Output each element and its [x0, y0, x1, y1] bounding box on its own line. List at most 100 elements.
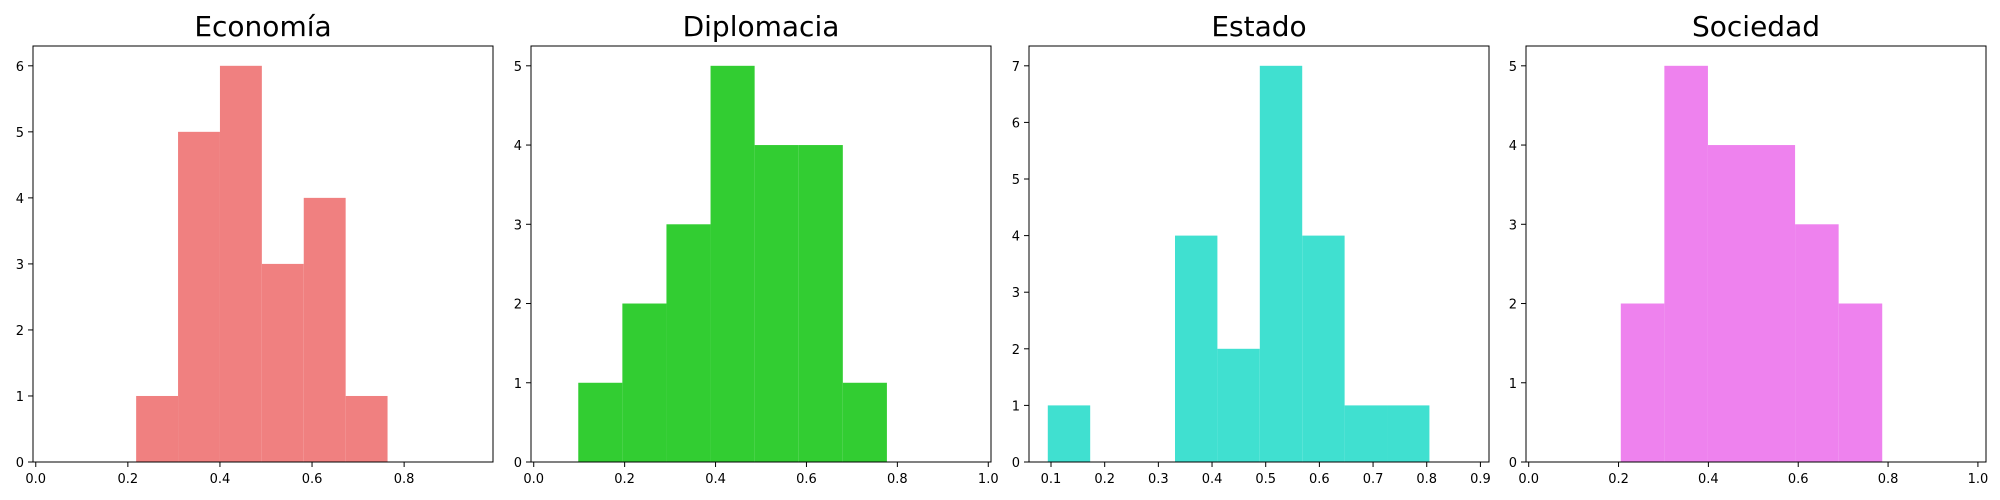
bars-group	[1620, 65, 1883, 463]
x-tick-label: 0.4	[1698, 472, 1719, 487]
histogram-bar	[136, 395, 179, 462]
panel-economia: Economía 0.0 0.2 0.4 0.6 0.8 0 1 2 3 4 5 6	[16, 10, 494, 487]
histogram-bar	[1259, 65, 1303, 462]
x-tick-label: 0.6	[1309, 472, 1330, 487]
x-tick-label: 0.3	[1148, 472, 1169, 487]
y-tick-label: 3	[1012, 286, 1020, 301]
y-tick-label: 3	[1509, 218, 1517, 233]
histogram-bar	[1795, 224, 1839, 462]
x-tick-label: 0.0	[523, 472, 544, 487]
y-tick-label: 3	[514, 218, 522, 233]
y-tick-label: 5	[1509, 60, 1517, 75]
histogram-bar	[842, 382, 887, 462]
x-tick-label: 0.2	[1094, 472, 1115, 487]
y-tick-label: 4	[1509, 139, 1517, 154]
histogram-bar	[578, 382, 623, 462]
histogram-bar	[798, 145, 843, 463]
y-tick-label: 2	[1012, 343, 1020, 358]
panel-estado: Estado 0.1 0.2 0.3 0.4 0.5 0.6 0.7 0.8 0.9 0 1 2 3 4 5…	[1012, 10, 1491, 487]
y-tick-label: 5	[16, 126, 24, 141]
bars-group	[578, 65, 887, 463]
y-tick-label: 6	[16, 60, 24, 75]
ticks-group: 0.0 0.2 0.4 0.6 0.8 0 1 2 3 4 5 6	[16, 60, 415, 487]
x-tick-label: 0.0	[1518, 472, 1539, 487]
y-tick-label: 7	[1012, 60, 1020, 75]
y-tick-label: 6	[1012, 116, 1020, 131]
x-tick-label: 0.6	[1788, 472, 1809, 487]
bars-group	[1047, 65, 1430, 462]
y-tick-label: 0	[514, 456, 522, 471]
x-tick-label: 0.2	[118, 472, 139, 487]
x-tick-label: 0.4	[705, 472, 726, 487]
x-tick-label: 0.8	[1416, 472, 1437, 487]
y-tick-label: 1	[514, 377, 522, 392]
y-tick-label: 2	[514, 298, 522, 313]
histogram-bar	[1344, 405, 1388, 462]
bars-group	[136, 65, 388, 462]
x-tick-label: 0.8	[394, 472, 415, 487]
histogram-bar	[1175, 235, 1218, 462]
y-tick-label: 1	[1509, 377, 1517, 392]
x-tick-label: 1.0	[1968, 472, 1989, 487]
panel-diplomacia: Diplomacia 0.0 0.2 0.4 0.6 0.8 1.0 0 1 2 3 4 5	[514, 10, 999, 487]
panel-title: Sociedad	[1692, 10, 1820, 43]
y-tick-label: 4	[1012, 230, 1020, 245]
y-tick-label: 0	[1509, 456, 1517, 471]
plot-frame	[32, 45, 494, 463]
histogram-bar	[754, 145, 799, 463]
histogram-bar	[1217, 348, 1260, 462]
x-tick-label: 0.6	[302, 472, 323, 487]
histogram-bar	[1302, 235, 1345, 462]
panel-sociedad: Sociedad 0.0 0.2 0.4 0.6 0.8 1.0 0 1 2 3 4 5	[1509, 10, 1989, 487]
x-tick-label: 0.8	[887, 472, 908, 487]
y-tick-label: 1	[16, 390, 24, 405]
y-tick-label: 0	[1012, 456, 1020, 471]
y-tick-label: 2	[16, 324, 24, 339]
y-tick-label: 2	[1509, 298, 1517, 313]
x-tick-label: 0.4	[1202, 472, 1223, 487]
histogram-bar	[1047, 405, 1091, 462]
y-tick-label: 1	[1012, 399, 1020, 414]
y-tick-label: 0	[16, 456, 24, 471]
y-tick-label: 5	[514, 60, 522, 75]
x-tick-label: 0.4	[210, 472, 231, 487]
histogram-bar	[622, 303, 667, 462]
x-tick-label: 0.2	[1608, 472, 1629, 487]
histogram-bar	[1838, 303, 1883, 462]
ticks-group: 0.0 0.2 0.4 0.6 0.8 1.0 0 1 2 3 4 5	[1509, 60, 1989, 487]
x-tick-label: 0.9	[1470, 472, 1491, 487]
x-tick-label: 1.0	[978, 472, 999, 487]
y-tick-label: 4	[16, 192, 24, 207]
panel-title: Diplomacia	[683, 10, 840, 43]
ticks-group: 0.0 0.2 0.4 0.6 0.8 1.0 0 1 2 3 4 5	[514, 60, 999, 487]
histogram-bar	[710, 65, 755, 462]
histogram-bar	[1387, 405, 1430, 462]
histogram-bar	[178, 131, 220, 462]
histogram-bar	[219, 65, 262, 462]
histogram-bar	[666, 224, 711, 462]
panel-title: Estado	[1211, 10, 1306, 43]
histogram-bar	[1707, 145, 1752, 463]
histogram-bar	[1751, 145, 1796, 463]
histogram-bar	[303, 197, 346, 462]
x-tick-label: 0.5	[1255, 472, 1276, 487]
panel-title: Economía	[194, 10, 331, 43]
x-tick-label: 0.6	[796, 472, 817, 487]
plot-frame	[1525, 45, 1987, 463]
histogram-bar	[1664, 65, 1708, 462]
x-tick-label: 0.2	[614, 472, 635, 487]
x-tick-label: 0.1	[1041, 472, 1062, 487]
histogram-bar	[1620, 303, 1665, 462]
x-tick-label: 0.0	[25, 472, 46, 487]
plot-frame	[1028, 45, 1490, 463]
x-tick-label: 0.7	[1363, 472, 1384, 487]
y-tick-label: 3	[16, 258, 24, 273]
x-tick-label: 0.8	[1878, 472, 1899, 487]
histogram-bar	[345, 395, 388, 462]
ticks-group: 0.1 0.2 0.3 0.4 0.5 0.6 0.7 0.8 0.9 0 1 2 3 4 5 6 7	[1012, 60, 1491, 487]
histogram-bar	[261, 263, 304, 462]
y-tick-label: 4	[514, 139, 522, 154]
plot-frame	[530, 45, 992, 463]
y-tick-label: 5	[1012, 173, 1020, 188]
